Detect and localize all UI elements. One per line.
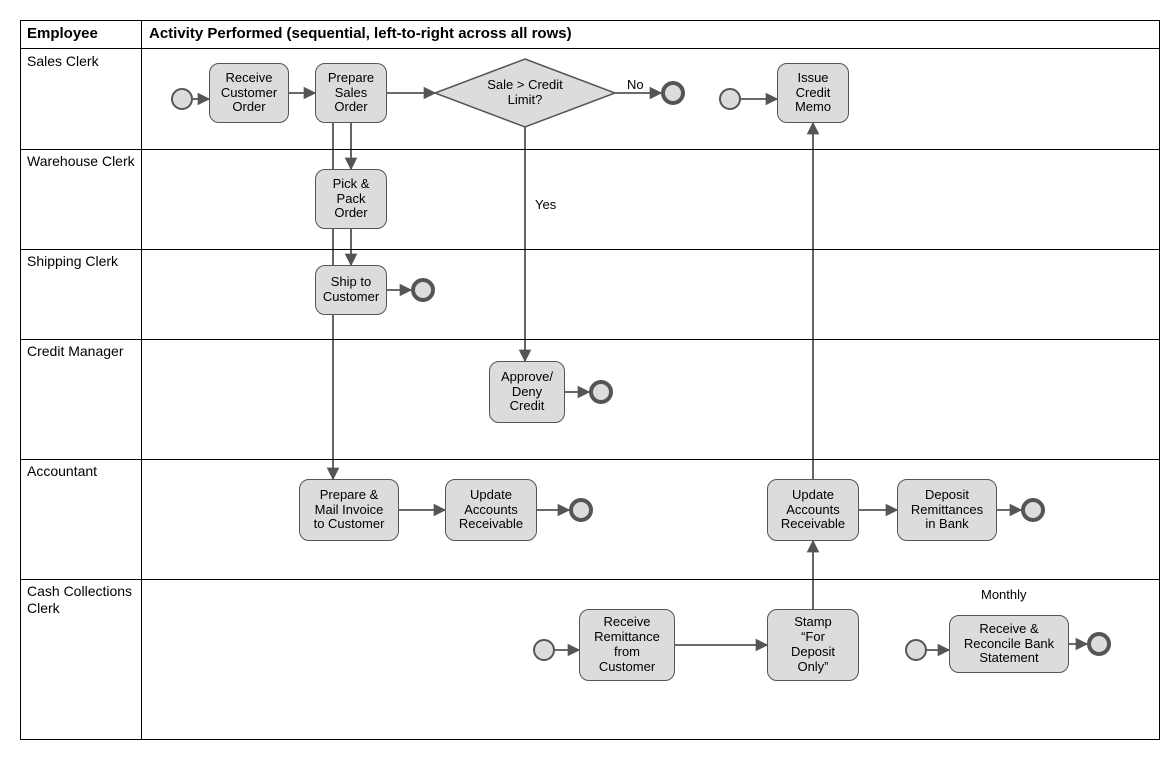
lane-label-accountant: Accountant bbox=[27, 463, 137, 480]
end-event-e2 bbox=[411, 278, 435, 302]
edge-label-3: No bbox=[625, 77, 646, 92]
header-activity: Activity Performed (sequential, left-to-… bbox=[149, 25, 572, 42]
swimlane-diagram: Employee Activity Performed (sequential,… bbox=[20, 20, 1160, 740]
lane-divider bbox=[21, 339, 1159, 340]
activity-a3: Issue Credit Memo bbox=[777, 63, 849, 123]
activity-a13: Receive & Reconcile Bank Statement bbox=[949, 615, 1069, 673]
activity-a2: Prepare Sales Order bbox=[315, 63, 387, 123]
activity-a12: Stamp “For Deposit Only” bbox=[767, 609, 859, 681]
start-event-s2 bbox=[719, 88, 741, 110]
free-label-0: Monthly bbox=[979, 587, 1029, 602]
activity-a10: Deposit Remittances in Bank bbox=[897, 479, 997, 541]
start-event-s4 bbox=[905, 639, 927, 661]
activity-a5: Ship to Customer bbox=[315, 265, 387, 315]
activity-a4: Pick & Pack Order bbox=[315, 169, 387, 229]
lane-label-shipping: Shipping Clerk bbox=[27, 253, 137, 270]
activity-a6: Approve/ Deny Credit bbox=[489, 361, 565, 423]
edge-label-8: Yes bbox=[533, 197, 558, 212]
decision-label-d1: Sale > Credit Limit? bbox=[435, 59, 615, 127]
activity-a8: Update Accounts Receivable bbox=[445, 479, 537, 541]
start-event-s1 bbox=[171, 88, 193, 110]
lane-label-warehouse: Warehouse Clerk bbox=[27, 153, 137, 170]
lane-label-credit: Credit Manager bbox=[27, 343, 137, 360]
end-event-e4 bbox=[569, 498, 593, 522]
end-event-e6 bbox=[1087, 632, 1111, 656]
end-event-e5 bbox=[1021, 498, 1045, 522]
end-event-e1 bbox=[661, 81, 685, 105]
header-employee: Employee bbox=[27, 25, 98, 42]
end-event-e3 bbox=[589, 380, 613, 404]
lane-label-sales: Sales Clerk bbox=[27, 53, 137, 70]
lane-divider bbox=[21, 149, 1159, 150]
start-event-s3 bbox=[533, 639, 555, 661]
activity-a1: Receive Customer Order bbox=[209, 63, 289, 123]
column-divider bbox=[141, 21, 142, 739]
lane-label-cash: Cash Collections Clerk bbox=[27, 583, 137, 617]
lane-divider bbox=[21, 459, 1159, 460]
activity-a9: Update Accounts Receivable bbox=[767, 479, 859, 541]
activity-a7: Prepare & Mail Invoice to Customer bbox=[299, 479, 399, 541]
activity-a11: Receive Remittance from Customer bbox=[579, 609, 675, 681]
lane-divider bbox=[21, 579, 1159, 580]
lane-divider bbox=[21, 249, 1159, 250]
